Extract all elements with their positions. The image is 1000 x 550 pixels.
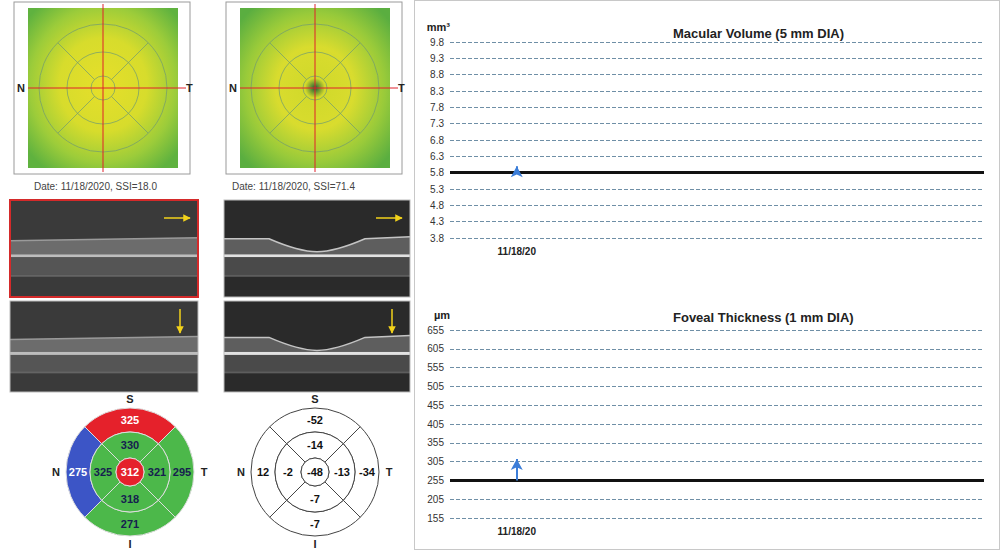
svg-text:µm: µm <box>434 309 450 321</box>
svg-text:155: 155 <box>427 513 444 524</box>
svg-text:7.8: 7.8 <box>430 102 444 113</box>
svg-text:4.3: 4.3 <box>430 216 444 227</box>
svg-text:-34: -34 <box>359 466 376 478</box>
svg-text:mm³: mm³ <box>427 21 451 33</box>
svg-text:321: 321 <box>148 466 166 478</box>
svg-text:605: 605 <box>427 343 444 354</box>
svg-text:8.8: 8.8 <box>430 69 444 80</box>
svg-text:T: T <box>186 82 193 94</box>
svg-text:T: T <box>386 466 393 478</box>
svg-text:555: 555 <box>427 362 444 373</box>
svg-text:-2: -2 <box>283 466 293 478</box>
svg-text:6.3: 6.3 <box>430 151 444 162</box>
svg-text:T: T <box>398 82 405 94</box>
svg-text:Foveal Thickness (1 mm DIA): Foveal Thickness (1 mm DIA) <box>673 310 854 325</box>
svg-text:S: S <box>126 393 133 405</box>
svg-text:6.8: 6.8 <box>430 135 444 146</box>
svg-text:N: N <box>237 466 245 478</box>
svg-text:295: 295 <box>173 466 191 478</box>
svg-text:312: 312 <box>121 466 139 478</box>
svg-text:5.3: 5.3 <box>430 184 444 195</box>
svg-text:12: 12 <box>257 466 269 478</box>
svg-text:325: 325 <box>94 466 112 478</box>
svg-text:9.8: 9.8 <box>430 37 444 48</box>
svg-text:I: I <box>313 538 316 550</box>
svg-text:255: 255 <box>427 475 444 486</box>
svg-text:S: S <box>311 393 318 405</box>
svg-text:11/18/20: 11/18/20 <box>498 526 537 537</box>
svg-text:Date: 11/18/2020, SSI=71.4: Date: 11/18/2020, SSI=71.4 <box>232 181 355 192</box>
svg-text:330: 330 <box>121 439 139 451</box>
svg-text:N: N <box>52 466 60 478</box>
svg-text:11/18/20: 11/18/20 <box>498 246 537 257</box>
svg-text:4.8: 4.8 <box>430 200 444 211</box>
svg-text:N: N <box>229 82 237 94</box>
svg-text:355: 355 <box>427 437 444 448</box>
svg-text:-7: -7 <box>310 518 320 530</box>
svg-text:Macular Volume (5 mm DIA): Macular Volume (5 mm DIA) <box>673 26 844 41</box>
svg-text:3.8: 3.8 <box>430 233 444 244</box>
svg-text:275: 275 <box>69 466 87 478</box>
svg-text:7.3: 7.3 <box>430 118 444 129</box>
svg-text:Date: 11/18/2020, SSI=18.0: Date: 11/18/2020, SSI=18.0 <box>34 181 157 192</box>
svg-text:455: 455 <box>427 400 444 411</box>
svg-text:505: 505 <box>427 381 444 392</box>
svg-text:205: 205 <box>427 494 444 505</box>
svg-text:325: 325 <box>121 414 139 426</box>
svg-text:405: 405 <box>427 419 444 430</box>
svg-text:271: 271 <box>121 518 139 530</box>
svg-text:-14: -14 <box>307 439 324 451</box>
svg-text:305: 305 <box>427 456 444 467</box>
svg-text:655: 655 <box>427 325 444 336</box>
svg-text:T: T <box>201 466 208 478</box>
svg-text:5.8: 5.8 <box>430 167 444 178</box>
svg-text:-13: -13 <box>334 466 350 478</box>
svg-text:I: I <box>128 538 131 550</box>
svg-text:9.3: 9.3 <box>430 53 444 64</box>
svg-text:N: N <box>17 82 25 94</box>
svg-text:-52: -52 <box>307 414 323 426</box>
svg-text:-7: -7 <box>310 493 320 505</box>
svg-text:-48: -48 <box>307 466 323 478</box>
svg-text:318: 318 <box>121 493 139 505</box>
svg-text:8.3: 8.3 <box>430 86 444 97</box>
